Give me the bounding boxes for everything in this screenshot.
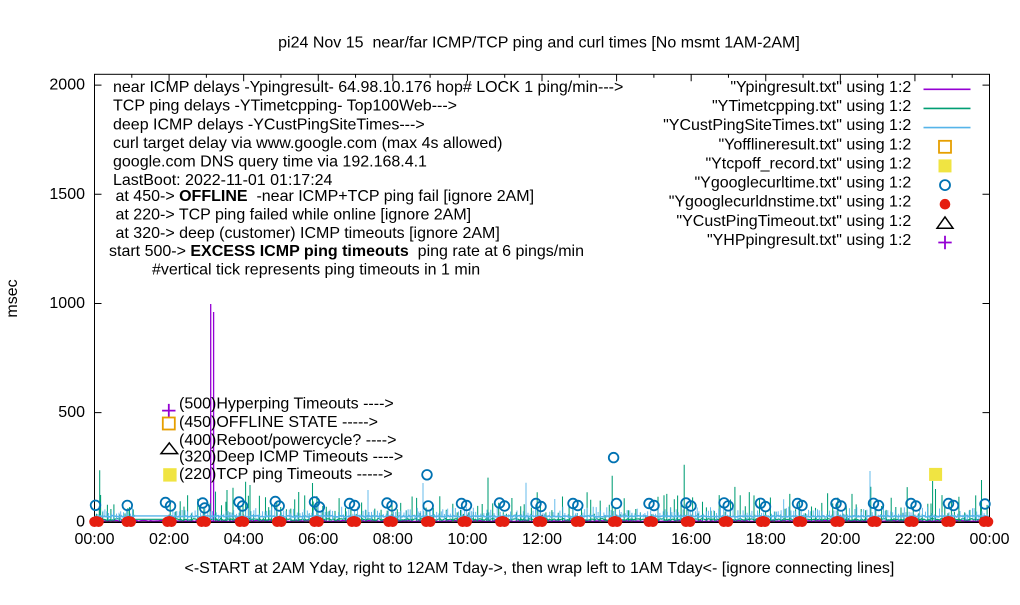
svg-text:LastBoot: 2022-11-01 01:17:24: LastBoot: 2022-11-01 01:17:24 — [113, 172, 333, 189]
svg-text:04:00: 04:00 — [224, 531, 264, 548]
svg-text:08:00: 08:00 — [373, 531, 413, 548]
svg-text:"YTimetcpping.txt" using 1:2: "YTimetcpping.txt" using 1:2 — [712, 98, 911, 115]
svg-text:"Yofflineresult.txt" using 1:2: "Yofflineresult.txt" using 1:2 — [718, 136, 911, 153]
svg-text:at 450-> OFFLINE -near ICMP+T: at 450-> OFFLINE -near ICMP+TCP ping fai… — [116, 188, 535, 205]
svg-text:00:00: 00:00 — [969, 531, 1009, 548]
svg-text:02:00: 02:00 — [149, 531, 189, 548]
svg-text:06:00: 06:00 — [298, 531, 338, 548]
svg-text:2000: 2000 — [49, 77, 85, 94]
svg-text:near ICMP delays -Ypingresult-: near ICMP delays -Ypingresult- 64.98.10.… — [113, 79, 623, 96]
svg-text:10:00: 10:00 — [447, 531, 487, 548]
svg-text:(450)OFFLINE STATE ----->: (450)OFFLINE STATE -----> — [179, 414, 378, 431]
svg-text:"YCustPingTimeout.txt" using 1: "YCustPingTimeout.txt" using 1:2 — [676, 213, 911, 230]
svg-text:16:00: 16:00 — [671, 531, 711, 548]
svg-text:14:00: 14:00 — [597, 531, 637, 548]
svg-text:(500)Hyperping Timeouts ---->: (500)Hyperping Timeouts ----> — [179, 396, 394, 413]
svg-text:at 320-> deep (customer) ICMP: at 320-> deep (customer) ICMP timeouts [… — [116, 225, 500, 242]
svg-text:22:00: 22:00 — [895, 531, 935, 548]
svg-text:"Ypingresult.txt" using 1:2: "Ypingresult.txt" using 1:2 — [730, 79, 911, 96]
svg-text:at 220-> TCP ping failed while: at 220-> TCP ping failed while online [i… — [116, 207, 472, 224]
svg-text:"Ygooglecurldnstime.txt" using: "Ygooglecurldnstime.txt" using 1:2 — [669, 194, 912, 211]
svg-text:1000: 1000 — [49, 295, 85, 312]
svg-text:"Ygooglecurltime.txt" using 1:: "Ygooglecurltime.txt" using 1:2 — [694, 175, 911, 192]
svg-text:1500: 1500 — [49, 186, 85, 203]
svg-text:deep ICMP delays -YCustPingSit: deep ICMP delays -YCustPingSiteTimes---> — [113, 116, 425, 133]
svg-text:curl target delay via www.goog: curl target delay via www.google.com (ma… — [113, 135, 503, 152]
svg-text:(220)TCP ping Timeouts ----->: (220)TCP ping Timeouts -----> — [179, 466, 393, 483]
svg-text:500: 500 — [58, 404, 85, 421]
svg-text:"Ytcpoff_record.txt" using 1:2: "Ytcpoff_record.txt" using 1:2 — [705, 155, 911, 172]
svg-text:"YHPpingresult.txt" using 1:2: "YHPpingresult.txt" using 1:2 — [707, 232, 911, 249]
svg-text:(400)Reboot/powercycle? ---->: (400)Reboot/powercycle? ----> — [179, 432, 396, 449]
svg-text:google.com DNS query time via: google.com DNS query time via 192.168.4.… — [113, 153, 427, 170]
svg-text:0: 0 — [76, 513, 85, 530]
svg-text:18:00: 18:00 — [746, 531, 786, 548]
svg-text:"YCustPingSiteTimes.txt" using: "YCustPingSiteTimes.txt" using 1:2 — [663, 117, 911, 134]
svg-text:start 500-> EXCESS ICMP ping t: start 500-> EXCESS ICMP ping timeouts pi… — [109, 243, 584, 260]
svg-text:TCP ping delays -YTimetcpping-: TCP ping delays -YTimetcpping- Top100Web… — [113, 98, 457, 115]
svg-text:20:00: 20:00 — [820, 531, 860, 548]
svg-text:pi24 Nov 15 near/far ICMP/TCP: pi24 Nov 15 near/far ICMP/TCP ping and c… — [278, 35, 800, 52]
svg-text:12:00: 12:00 — [522, 531, 562, 548]
svg-text:#vertical tick represents ping: #vertical tick represents ping timeouts … — [152, 262, 480, 279]
svg-text:(320)Deep ICMP Timeouts ---->: (320)Deep ICMP Timeouts ----> — [179, 448, 403, 465]
svg-text:00:00: 00:00 — [74, 531, 114, 548]
svg-text:msec: msec — [4, 279, 21, 317]
svg-text:<-START at 2AM Yday, right to: <-START at 2AM Yday, right to 12AM Tday-… — [184, 560, 894, 577]
